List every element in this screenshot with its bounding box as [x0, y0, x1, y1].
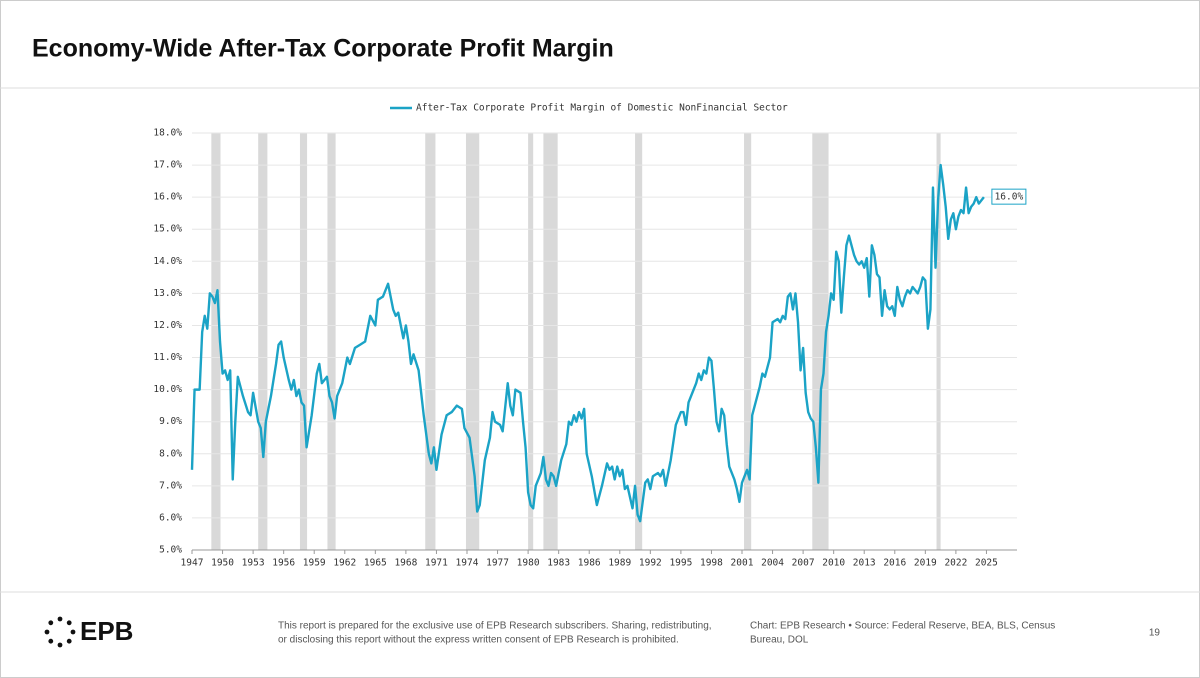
- x-tick-label: 1968: [394, 558, 417, 569]
- logo-icon: [44, 616, 76, 648]
- y-tick-label: 5.0%: [159, 545, 182, 556]
- x-tick-label: 1956: [272, 558, 295, 569]
- x-tick-label: 1995: [669, 558, 692, 569]
- legend-label: After-Tax Corporate Profit Margin of Dom…: [416, 103, 788, 114]
- page-number: 19: [1149, 628, 1161, 639]
- recession-band: [327, 133, 336, 550]
- y-tick-label: 12.0%: [153, 320, 182, 331]
- y-tick-label: 10.0%: [153, 384, 182, 395]
- x-tick-label: 1959: [303, 558, 326, 569]
- slide-title: Economy-Wide After-Tax Corporate Profit …: [32, 35, 614, 63]
- data-line: [190, 163, 985, 523]
- recession-band: [744, 133, 752, 550]
- disclaimer: or disclosing this report without the ex…: [278, 635, 679, 646]
- logo-text: EPB: [80, 616, 133, 646]
- x-tick-label: 1992: [639, 558, 662, 569]
- x-tick-label: 1989: [608, 558, 631, 569]
- recession-band: [635, 133, 643, 550]
- recession-band: [299, 133, 308, 550]
- x-tick-label: 1998: [700, 558, 723, 569]
- x-tick-label: 2025: [975, 558, 998, 569]
- x-tick-label: 1986: [578, 558, 601, 569]
- x-tick-label: 1947: [181, 558, 204, 569]
- x-tick-label: 2007: [792, 558, 815, 569]
- end-label: 16.0%: [995, 192, 1024, 203]
- x-tick-label: 2004: [761, 558, 784, 569]
- recession-band: [543, 133, 558, 550]
- x-tick-label: 1974: [456, 558, 479, 569]
- x-tick-label: 1971: [425, 558, 448, 569]
- y-tick-label: 7.0%: [159, 480, 182, 491]
- y-tick-label: 18.0%: [153, 128, 182, 139]
- footer-logo: EPB: [44, 616, 133, 648]
- source: Chart: EPB Research • Source: Federal Re…: [750, 621, 1055, 632]
- x-tick-label: 1953: [242, 558, 265, 569]
- recession-band: [936, 133, 941, 550]
- y-tick-label: 13.0%: [153, 288, 182, 299]
- x-tick-label: 1962: [333, 558, 356, 569]
- recession-band: [425, 133, 436, 550]
- y-tick-label: 8.0%: [159, 448, 182, 459]
- x-tick-label: 2019: [914, 558, 937, 569]
- x-tick-label: 1983: [547, 558, 570, 569]
- recession-band: [528, 133, 534, 550]
- y-tick-label: 6.0%: [159, 512, 182, 523]
- y-tick-label: 9.0%: [159, 416, 182, 427]
- x-tick-label: 2013: [853, 558, 876, 569]
- recession-band: [211, 133, 221, 550]
- source: Bureau, DOL: [750, 635, 809, 646]
- disclaimer: This report is prepared for the exclusiv…: [278, 621, 712, 632]
- end-label-box: [991, 188, 1027, 205]
- x-tick-label: 1950: [211, 558, 234, 569]
- recession-band: [465, 133, 480, 550]
- x-tick-label: 2001: [731, 558, 754, 569]
- x-tick-label: 2010: [822, 558, 845, 569]
- x-tick-label: 2022: [944, 558, 967, 569]
- x-tick-label: 1977: [486, 558, 509, 569]
- y-tick-label: 14.0%: [153, 256, 182, 267]
- y-tick-label: 11.0%: [153, 352, 182, 363]
- x-tick-label: 1965: [364, 558, 387, 569]
- x-tick-label: 1980: [517, 558, 540, 569]
- plot: 5.0% 6.0% 7.0% 8.0% 9.0% 10.0% 11.0% 12.0% 13.0%…: [153, 103, 1027, 569]
- y-tick-label: 17.0%: [153, 160, 182, 171]
- recession-band: [258, 133, 268, 550]
- x-tick-label: 2016: [883, 558, 906, 569]
- y-tick-label: 16.0%: [153, 192, 182, 203]
- y-tick-label: 15.0%: [153, 224, 182, 235]
